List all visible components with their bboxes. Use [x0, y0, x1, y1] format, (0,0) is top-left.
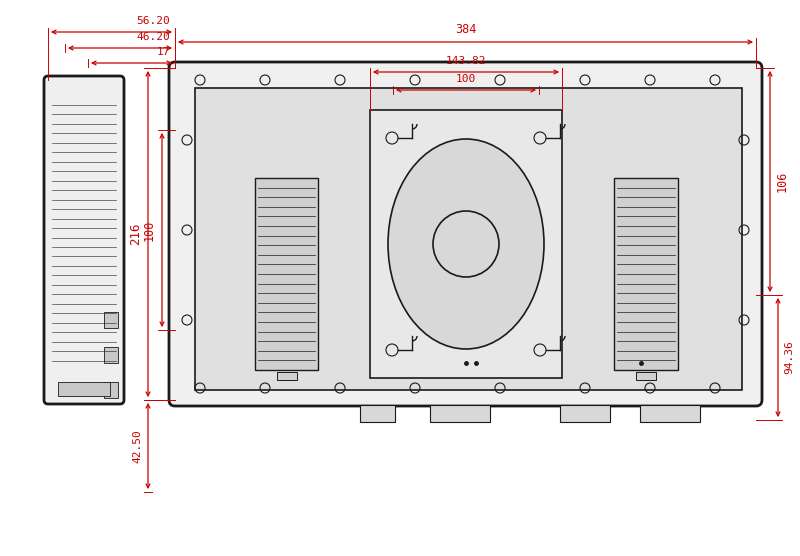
Bar: [360, 405, 395, 422]
Text: 56.20: 56.20: [136, 16, 170, 26]
Bar: [430, 405, 490, 422]
Text: 216: 216: [129, 223, 142, 245]
Text: 143.82: 143.82: [446, 56, 486, 66]
Bar: [195, 88, 742, 390]
Text: 94.36: 94.36: [784, 341, 794, 374]
FancyBboxPatch shape: [169, 62, 762, 406]
Bar: [614, 178, 678, 370]
Bar: [640, 405, 700, 422]
Text: 17: 17: [157, 47, 170, 57]
Bar: [104, 347, 118, 363]
Bar: [104, 382, 118, 398]
Bar: [58, 382, 110, 396]
Bar: [370, 110, 562, 378]
Ellipse shape: [388, 139, 544, 349]
Text: 42.50: 42.50: [132, 429, 142, 463]
FancyBboxPatch shape: [44, 76, 124, 404]
Bar: [104, 312, 118, 328]
Bar: [255, 178, 318, 370]
Text: 46.20: 46.20: [136, 32, 170, 42]
Text: 384: 384: [455, 23, 476, 36]
Bar: [636, 372, 656, 380]
Text: 100: 100: [456, 74, 476, 84]
Bar: [560, 405, 610, 422]
Bar: [277, 372, 297, 380]
Text: 100: 100: [143, 219, 156, 241]
Text: 106: 106: [776, 171, 789, 192]
